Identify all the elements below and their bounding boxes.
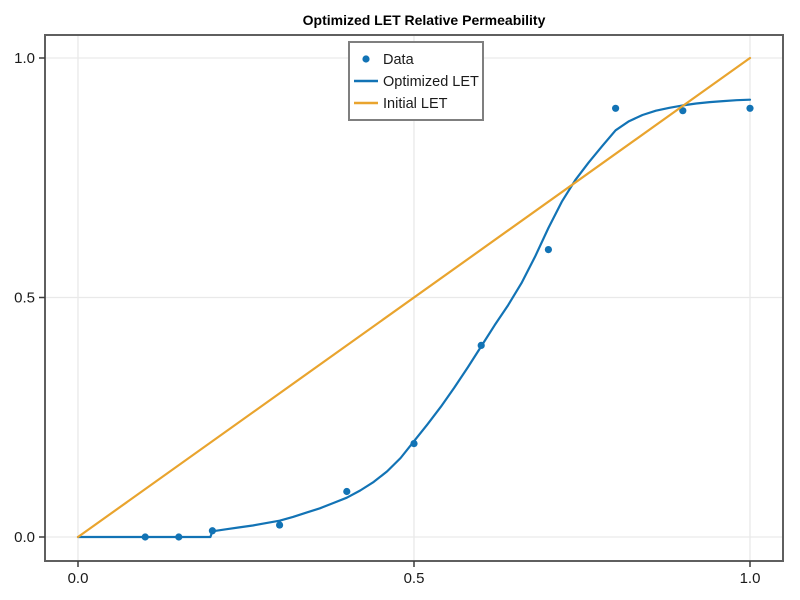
legend-label: Data	[383, 52, 415, 68]
data-point	[746, 104, 754, 112]
x-tick-label: 0.0	[68, 570, 89, 587]
y-tick-label: 1.0	[14, 50, 35, 67]
legend: Data Optimized LET Initial LET	[348, 41, 484, 121]
data-point	[679, 107, 687, 115]
series-line-initial-let	[76, 56, 752, 539]
legend-label: Optimized LET	[383, 74, 479, 90]
legend-label: Initial LET	[383, 96, 448, 112]
axis-ticks	[39, 57, 751, 567]
legend-marker-dot	[362, 55, 370, 63]
data-point	[612, 104, 620, 112]
y-tick-label: 0.0	[14, 529, 35, 546]
data-point	[544, 246, 553, 254]
axis-tick-labels: 0.0 0.5 1.0 0.0 0.5 1.0	[14, 50, 760, 587]
x-tick-label: 0.5	[404, 570, 425, 587]
data-point	[276, 521, 284, 529]
x-tick-label: 1.0	[740, 570, 761, 587]
plot-series	[76, 56, 754, 541]
legend-rows: Data Optimized LET Initial LET	[354, 52, 479, 112]
y-tick-label: 0.5	[14, 290, 35, 307]
chart-title: Optimized LET Relative Permeability	[303, 12, 546, 28]
series-line-optimized-let	[76, 98, 752, 539]
data-point	[343, 487, 351, 496]
